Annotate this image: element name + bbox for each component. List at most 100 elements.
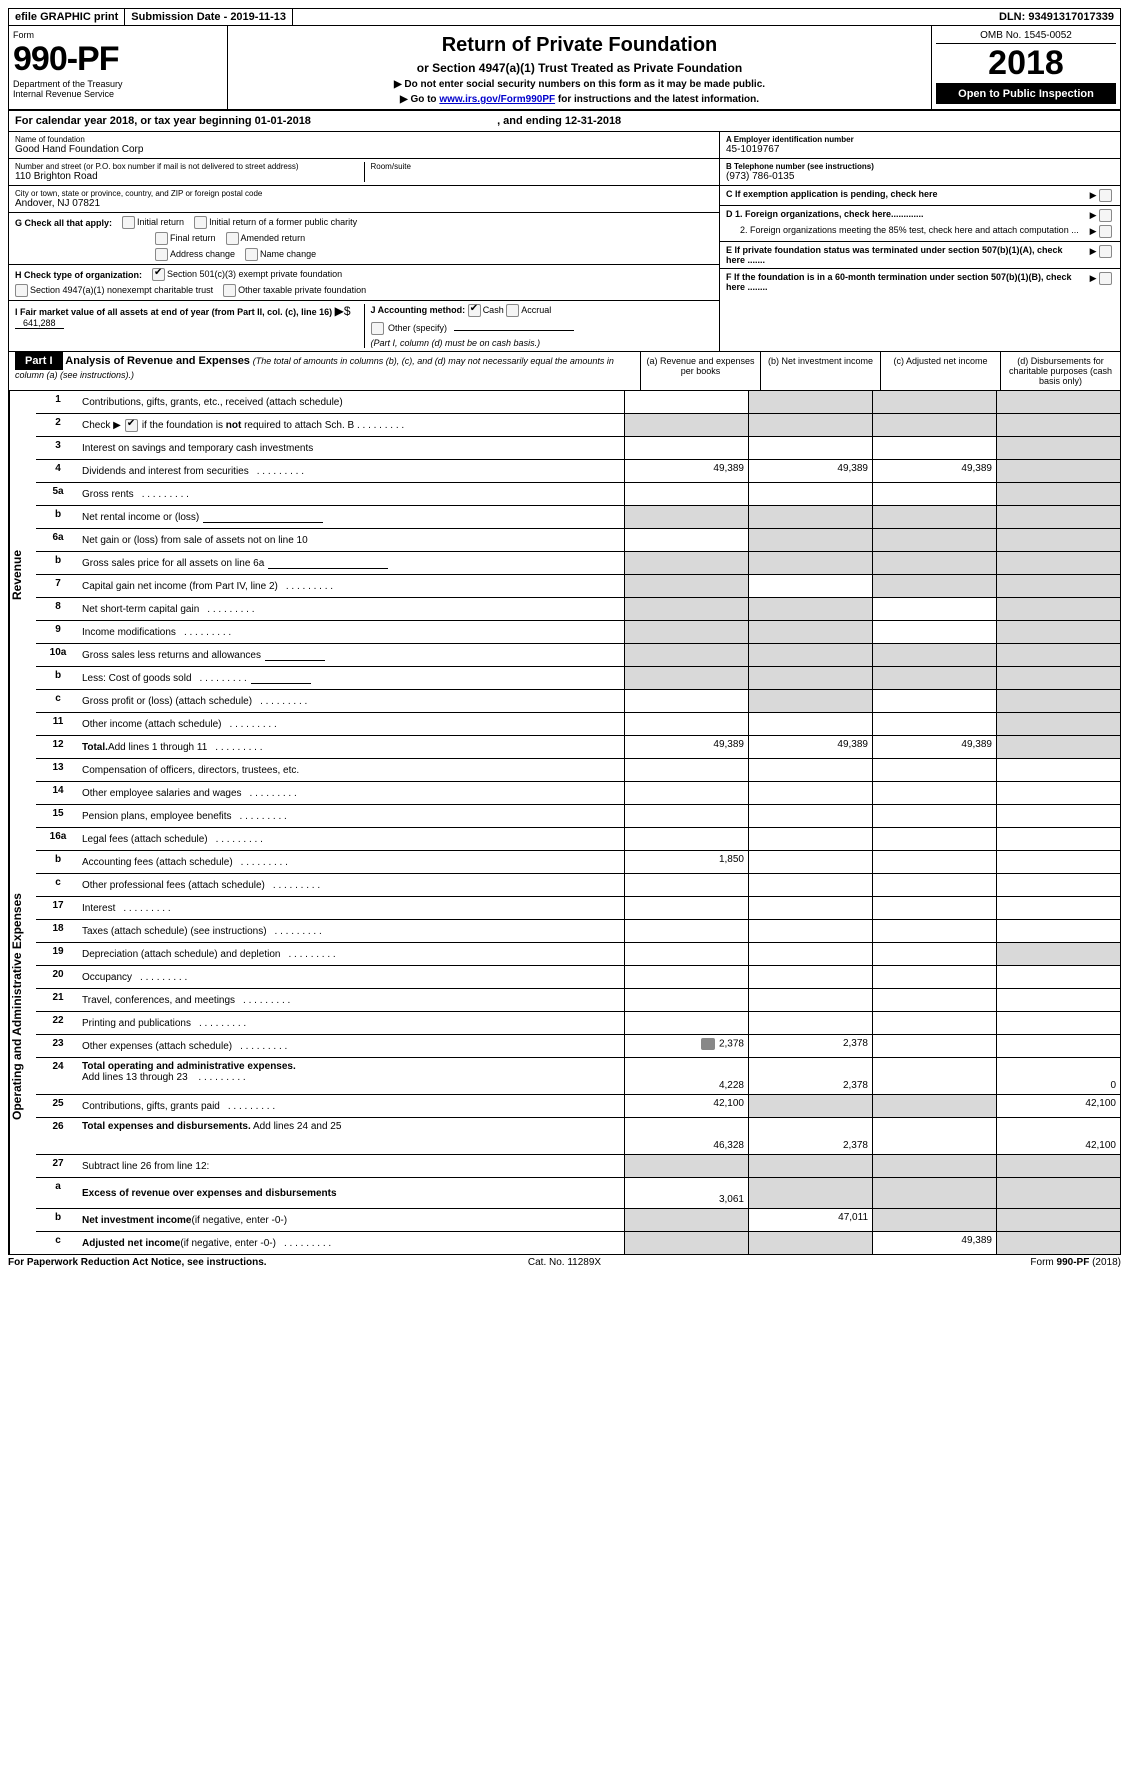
dept-line-2: Internal Revenue Service bbox=[13, 89, 223, 99]
header-right: OMB No. 1545-0052 2018 Open to Public In… bbox=[931, 26, 1120, 109]
check-sch-b[interactable] bbox=[125, 419, 138, 432]
check-d2[interactable] bbox=[1099, 225, 1112, 238]
foundation-name: Good Hand Foundation Corp bbox=[15, 144, 713, 155]
check-f[interactable] bbox=[1099, 272, 1112, 285]
l16b-a: 1,850 bbox=[624, 851, 748, 873]
check-address[interactable] bbox=[155, 248, 168, 261]
line-26: 26 Total expenses and disbursements. Add… bbox=[36, 1118, 1120, 1155]
line-14: 14 Other employee salaries and wages bbox=[36, 782, 1120, 805]
f-label: F If the foundation is in a 60-month ter… bbox=[726, 272, 1084, 292]
calendar-year-row: For calendar year 2018, or tax year begi… bbox=[9, 111, 1120, 132]
j-label: J Accounting method: bbox=[371, 305, 466, 315]
efile-label: efile GRAPHIC print bbox=[9, 9, 125, 25]
line-6b: b Gross sales price for all assets on li… bbox=[36, 552, 1120, 575]
attachment-icon[interactable] bbox=[701, 1038, 715, 1050]
g-row: G Check all that apply: Initial return I… bbox=[15, 216, 713, 229]
line-13: 13 Compensation of officers, directors, … bbox=[36, 759, 1120, 782]
header-center: Return of Private Foundation or Section … bbox=[228, 26, 931, 109]
line-25: 25 Contributions, gifts, grants paid 42,… bbox=[36, 1095, 1120, 1118]
i-value: 641,288 bbox=[15, 318, 64, 329]
l18-desc: Taxes (attach schedule) (see instruction… bbox=[82, 926, 267, 937]
l24-d: 0 bbox=[996, 1058, 1120, 1094]
line-7: 7 Capital gain net income (from Part IV,… bbox=[36, 575, 1120, 598]
i-label: I Fair market value of all assets at end… bbox=[15, 307, 332, 317]
line-20: 20 Occupancy bbox=[36, 966, 1120, 989]
l21-desc: Travel, conferences, and meetings bbox=[82, 995, 235, 1006]
l25-d: 42,100 bbox=[996, 1095, 1120, 1117]
l3-desc: Interest on savings and temporary cash i… bbox=[82, 443, 313, 454]
cal-end: 12-31-2018 bbox=[565, 115, 621, 127]
check-4947[interactable] bbox=[15, 284, 28, 297]
col-c-head: (c) Adjusted net income bbox=[880, 352, 1000, 390]
check-initial-former[interactable] bbox=[194, 216, 207, 229]
cal-mid: , and ending bbox=[497, 115, 565, 127]
line-19: 19 Depreciation (attach schedule) and de… bbox=[36, 943, 1120, 966]
header-row: Form 990-PF Department of the Treasury I… bbox=[9, 26, 1120, 111]
l27-desc: Subtract line 26 from line 12: bbox=[82, 1161, 209, 1172]
check-c[interactable] bbox=[1099, 189, 1112, 202]
l27c-pre: Adjusted net income bbox=[82, 1238, 180, 1249]
line-24: 24 Total operating and administrative ex… bbox=[36, 1058, 1120, 1095]
footer-mid: Cat. No. 11289X bbox=[379, 1257, 750, 1268]
line-27a: a Excess of revenue over expenses and di… bbox=[36, 1178, 1120, 1209]
footer-right: Form 990-PF (2018) bbox=[750, 1257, 1121, 1268]
irs-link[interactable]: www.irs.gov/Form990PF bbox=[439, 94, 555, 105]
check-final[interactable] bbox=[155, 232, 168, 245]
l12-a: 49,389 bbox=[624, 736, 748, 758]
check-name[interactable] bbox=[245, 248, 258, 261]
check-501c3[interactable] bbox=[152, 268, 165, 281]
street-address: 110 Brighton Road bbox=[15, 171, 358, 182]
l9-desc: Income modifications bbox=[82, 627, 176, 638]
l12-c: 49,389 bbox=[872, 736, 996, 758]
revenue-section: Revenue 1 Contributions, gifts, grants, … bbox=[9, 391, 1120, 759]
g-final: Final return bbox=[170, 233, 216, 243]
i-arrow: ▶$ bbox=[335, 304, 351, 318]
header-left: Form 990-PF Department of the Treasury I… bbox=[9, 26, 228, 109]
open-to-public: Open to Public Inspection bbox=[936, 84, 1116, 104]
addr-label: Number and street (or P.O. box number if… bbox=[15, 162, 358, 171]
cal-begin: 01-01-2018 bbox=[255, 115, 311, 127]
l12-pre: Total. bbox=[82, 742, 108, 753]
instruct-2-pre: ▶ Go to bbox=[400, 94, 439, 105]
l27c-c: 49,389 bbox=[872, 1232, 996, 1254]
check-other-method[interactable] bbox=[371, 322, 384, 335]
part-title: Analysis of Revenue and Expenses bbox=[65, 355, 250, 367]
form-title: Return of Private Foundation bbox=[236, 34, 923, 57]
form-number: 990-PF bbox=[13, 40, 223, 79]
expenses-side-label: Operating and Administrative Expenses bbox=[9, 759, 36, 1254]
l7-desc: Capital gain net income (from Part IV, l… bbox=[82, 581, 278, 592]
l14-desc: Other employee salaries and wages bbox=[82, 788, 242, 799]
j-accrual: Accrual bbox=[521, 305, 551, 315]
l24-b: 2,378 bbox=[748, 1058, 872, 1094]
check-other-taxable[interactable] bbox=[223, 284, 236, 297]
check-d1[interactable] bbox=[1099, 209, 1112, 222]
j-other: Other (specify) bbox=[388, 323, 447, 333]
l13-desc: Compensation of officers, directors, tru… bbox=[82, 765, 299, 776]
check-initial[interactable] bbox=[122, 216, 135, 229]
instruct-2-post: for instructions and the latest informat… bbox=[558, 94, 759, 105]
instruct-1: ▶ Do not enter social security numbers o… bbox=[236, 79, 923, 90]
line-8: 8 Net short-term capital gain bbox=[36, 598, 1120, 621]
check-e[interactable] bbox=[1099, 245, 1112, 258]
analysis-head: Part I Analysis of Revenue and Expenses … bbox=[9, 352, 1120, 391]
form-label: Form bbox=[13, 30, 223, 40]
l27a-a: 3,061 bbox=[624, 1178, 748, 1208]
line-6a: 6a Net gain or (loss) from sale of asset… bbox=[36, 529, 1120, 552]
l25-desc: Contributions, gifts, grants paid bbox=[82, 1101, 220, 1112]
check-amended[interactable] bbox=[226, 232, 239, 245]
h-row-1: H Check type of organization: Section 50… bbox=[15, 268, 713, 281]
e-label: E If private foundation status was termi… bbox=[726, 245, 1084, 265]
check-accrual[interactable] bbox=[506, 304, 519, 317]
line-10c: c Gross profit or (loss) (attach schedul… bbox=[36, 690, 1120, 713]
j-cash: Cash bbox=[483, 305, 504, 315]
check-cash[interactable] bbox=[468, 304, 481, 317]
g-initial: Initial return bbox=[137, 217, 184, 227]
l23-a: 2,378 bbox=[719, 1039, 744, 1050]
l27a-desc: Excess of revenue over expenses and disb… bbox=[82, 1188, 337, 1199]
line-3: 3 Interest on savings and temporary cash… bbox=[36, 437, 1120, 460]
l26-pre: Total expenses and disbursements. bbox=[82, 1121, 251, 1132]
line-1: 1 Contributions, gifts, grants, etc., re… bbox=[36, 391, 1120, 414]
line-11: 11 Other income (attach schedule) bbox=[36, 713, 1120, 736]
omb-number: OMB No. 1545-0052 bbox=[936, 30, 1116, 44]
l26-d: 42,100 bbox=[996, 1118, 1120, 1154]
